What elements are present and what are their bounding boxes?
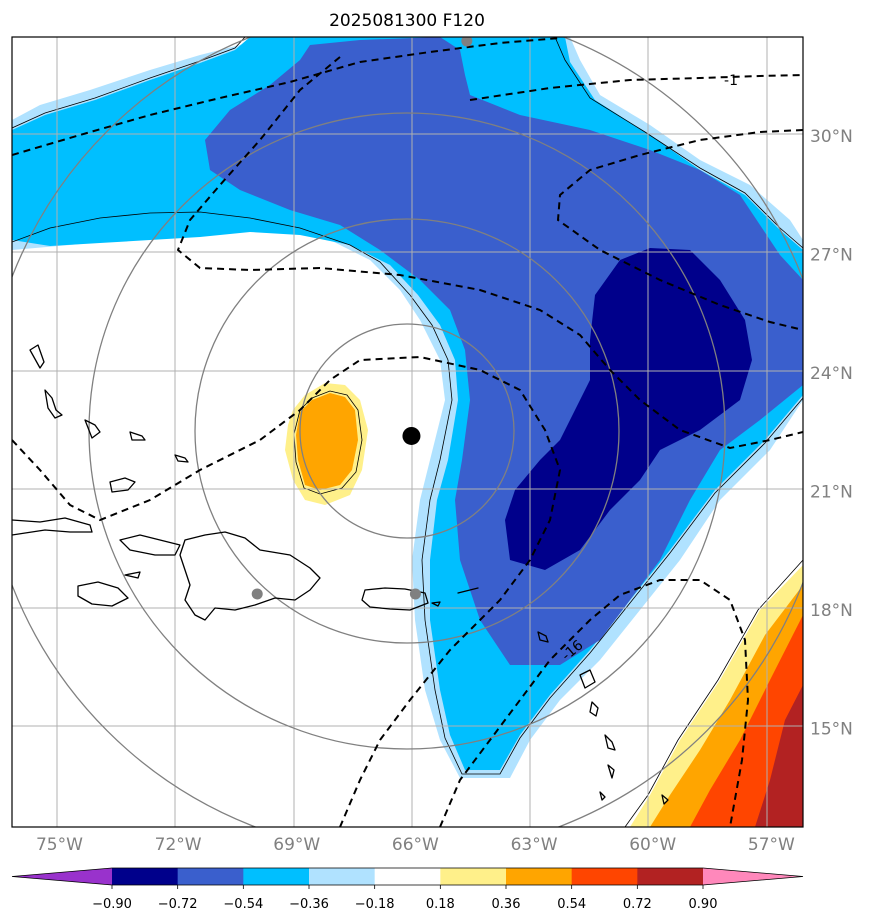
contour-minus-one	[469, 74, 803, 101]
colorbar-tick-label: −0.18	[355, 897, 395, 912]
contour-southeast	[439, 579, 750, 827]
lat-tick-label: 15°N	[810, 719, 853, 739]
hispaniola-coast	[179, 531, 321, 621]
lat-tick-label: 30°N	[810, 127, 853, 147]
lon-tick-label: 72°W	[155, 835, 202, 855]
contour-inner	[12, 355, 562, 827]
bahamas-islands-4	[109, 477, 136, 493]
colorbar-tick-label: −0.72	[158, 897, 198, 912]
contour-west-loop	[176, 56, 803, 450]
map-area: -1 -16	[12, 37, 803, 827]
colorbar-tick-label: 0.18	[426, 897, 455, 912]
leeward-islands-2	[537, 631, 549, 643]
station-marker	[461, 37, 473, 47]
storm-center-marker	[402, 426, 421, 445]
lat-tick-label: 21°N	[810, 482, 853, 502]
cuba-east-coast	[12, 517, 93, 536]
guadeloupe	[579, 669, 596, 689]
colorbar-tick-label: 0.72	[623, 897, 652, 912]
colorbar-extend-low	[12, 868, 112, 885]
colorbar-tick-label: 0.54	[557, 897, 586, 912]
station-marker	[251, 588, 263, 600]
jamaica-coast	[77, 581, 129, 607]
chart-title: 2025081300 F120	[329, 11, 485, 31]
longitude-tick-labels: 75°W 72°W 69°W 66°W 63°W 60°W 57°W	[36, 835, 795, 855]
lon-tick-label: 63°W	[511, 835, 558, 855]
virgin-islands	[431, 601, 441, 607]
lon-tick-label: 69°W	[273, 835, 320, 855]
contour-label-minus-one: -1	[724, 73, 738, 89]
latitude-tick-labels: 30°N 27°N 24°N 21°N 18°N 15°N	[810, 127, 853, 740]
eastern-cuba-outline	[119, 534, 181, 556]
st-lucia	[607, 764, 615, 779]
colorbar-segment	[506, 868, 573, 885]
bahamas-islands-2	[84, 419, 101, 439]
shading-outlines	[12, 37, 803, 827]
dominica	[589, 701, 599, 717]
cayman-islands	[124, 571, 141, 579]
bahamas-andros	[29, 344, 45, 369]
colorbar-segment	[571, 868, 638, 885]
lon-tick-label: 57°W	[748, 835, 795, 855]
barbados	[661, 794, 669, 805]
dashed-contours	[12, 37, 803, 827]
puerto-rico-coast	[361, 587, 429, 611]
lon-tick-label: 66°W	[392, 835, 439, 855]
shade-royal-blue	[205, 37, 803, 665]
colorbar-segment	[243, 868, 310, 885]
lon-tick-label: 60°W	[629, 835, 676, 855]
lat-tick-label: 18°N	[810, 601, 853, 621]
colorbar-tick-label: 0.36	[492, 897, 521, 912]
map-frame	[11, 36, 804, 828]
leeward-islands-1	[457, 587, 479, 594]
colorbar: −0.90 −0.72 −0.54 −0.36 −0.18 0.18 0.36 0.54 0.7…	[11, 867, 804, 912]
turks-caicos	[174, 454, 189, 463]
shade-orange-west	[296, 393, 358, 490]
colorbar-tick-label: 0.90	[689, 897, 718, 912]
colorbar-extend-high	[703, 868, 803, 885]
colorbar-segment	[440, 868, 507, 885]
lon-tick-label: 75°W	[36, 835, 83, 855]
contour-east-loop	[556, 129, 803, 331]
lat-tick-label: 24°N	[810, 364, 853, 384]
station-marker	[409, 588, 421, 600]
st-vincent	[599, 791, 606, 801]
colorbar-segment	[309, 868, 376, 885]
lat-tick-label: 27°N	[810, 245, 853, 265]
colorbar-segment	[177, 868, 244, 885]
coastlines	[12, 344, 669, 805]
martinique	[604, 734, 616, 751]
colorbar-segment	[112, 868, 179, 885]
bahamas-islands-3	[129, 431, 146, 441]
colorbar-segment	[374, 868, 441, 885]
station-markers	[251, 37, 473, 600]
colorbar-tick-label: −0.54	[223, 897, 263, 912]
colorbar-segment	[637, 868, 704, 885]
colorbar-tick-label: −0.36	[289, 897, 329, 912]
colorbar-tick-label: −0.90	[92, 897, 132, 912]
bahamas-islands-1	[44, 389, 63, 419]
